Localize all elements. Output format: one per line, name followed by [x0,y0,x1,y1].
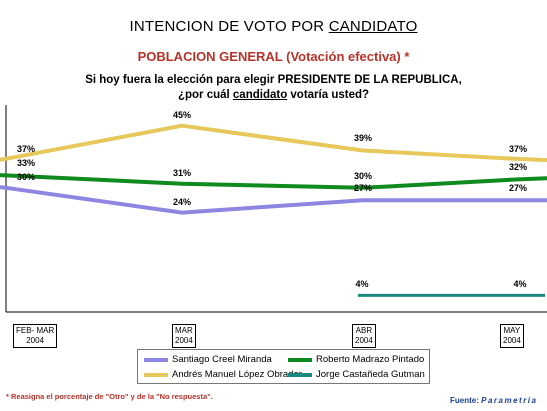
data-label-lopez-2: 39% [354,133,372,143]
x-tick-label-3-line2: 2004 [503,336,521,345]
x-tick-label-2: ABR 2004 [352,324,376,348]
legend-item-castaneda: Jorge Castañeda Gutman [288,369,425,380]
data-label-madrazo-0: 33% [17,158,35,168]
data-label-madrazo-3: 32% [509,162,527,172]
data-label-lopez-0: 37% [17,144,35,154]
legend-item-creel: Santiago Creel Miranda [144,354,272,365]
legend-swatch-lopez [144,372,168,377]
series-line-creel [0,185,547,215]
data-label-lopez-1: 45% [173,110,191,120]
x-tick-label-3-line1: MAY [503,326,521,335]
chart-subtitle: POBLACION GENERAL (Votación efectiva) * [137,49,410,64]
data-label-creel-0: 30% [17,172,35,182]
x-tick-label-1-line2: 2004 [175,336,193,345]
data-label-creel-1: 24% [173,197,191,207]
legend-item-lopez: Andrés Manuel López Obrador [144,369,302,380]
legend-label-castaneda: Jorge Castañeda Gutman [316,369,425,380]
x-tick-label-2-line1: ABR [355,326,373,335]
x-tick-label-0-line2: 2004 [26,336,45,345]
question-line-1: Si hoy fuera la elección para elegir PRE… [85,74,462,86]
question-line-2: ¿por cuál candidato votaría usted? [177,89,370,101]
data-label-creel-3: 27% [509,183,527,193]
legend-label-lopez: Andrés Manuel López Obrador [172,369,302,380]
data-labels-layer: 30% 24% 27% 27% 33% 31% 30% 32% 37% 45% 39% 37% 4% 4% [17,110,527,289]
source-credit: Fuente: Parametría [450,396,538,405]
question-text: Si hoy fuera la elección para elegir PRE… [0,73,547,103]
series-line-madrazo [0,173,547,190]
data-label-madrazo-2: 30% [354,171,372,181]
data-label-castaneda-2: 4% [355,279,368,289]
source-brand: Parametría [481,396,538,405]
footnote: * Reasigna el porcentaje de "Otro" y de … [6,392,213,401]
x-tick-label-2-line2: 2004 [355,336,373,345]
series-line-lopez [0,123,547,163]
legend-swatch-creel [144,357,168,362]
legend-swatch-castaneda [288,372,312,377]
chart-title: INTENCION DE VOTO POR CANDIDATO [129,18,418,35]
x-tick-label-0: FEB- MAR 2004 [13,324,58,348]
legend-label-creel: Santiago Creel Miranda [172,354,272,365]
x-tick-label-1: MAR 2004 [172,324,196,348]
legend-label-madrazo: Roberto Madrazo Pintado [316,354,425,365]
x-tick-label-0-line1: FEB- MAR [16,326,55,335]
legend: Santiago Creel Miranda Roberto Madrazo P… [137,349,430,384]
data-label-castaneda-3: 4% [513,279,526,289]
x-tick-label-1-line1: MAR [175,326,193,335]
data-label-madrazo-1: 31% [173,168,191,178]
data-label-lopez-3: 37% [509,144,527,154]
legend-swatch-madrazo [288,357,312,362]
legend-item-madrazo: Roberto Madrazo Pintado [288,354,424,365]
x-tick-label-3: MAY 2004 [500,324,524,348]
series-layer [0,123,547,297]
data-label-creel-2: 27% [354,183,372,193]
